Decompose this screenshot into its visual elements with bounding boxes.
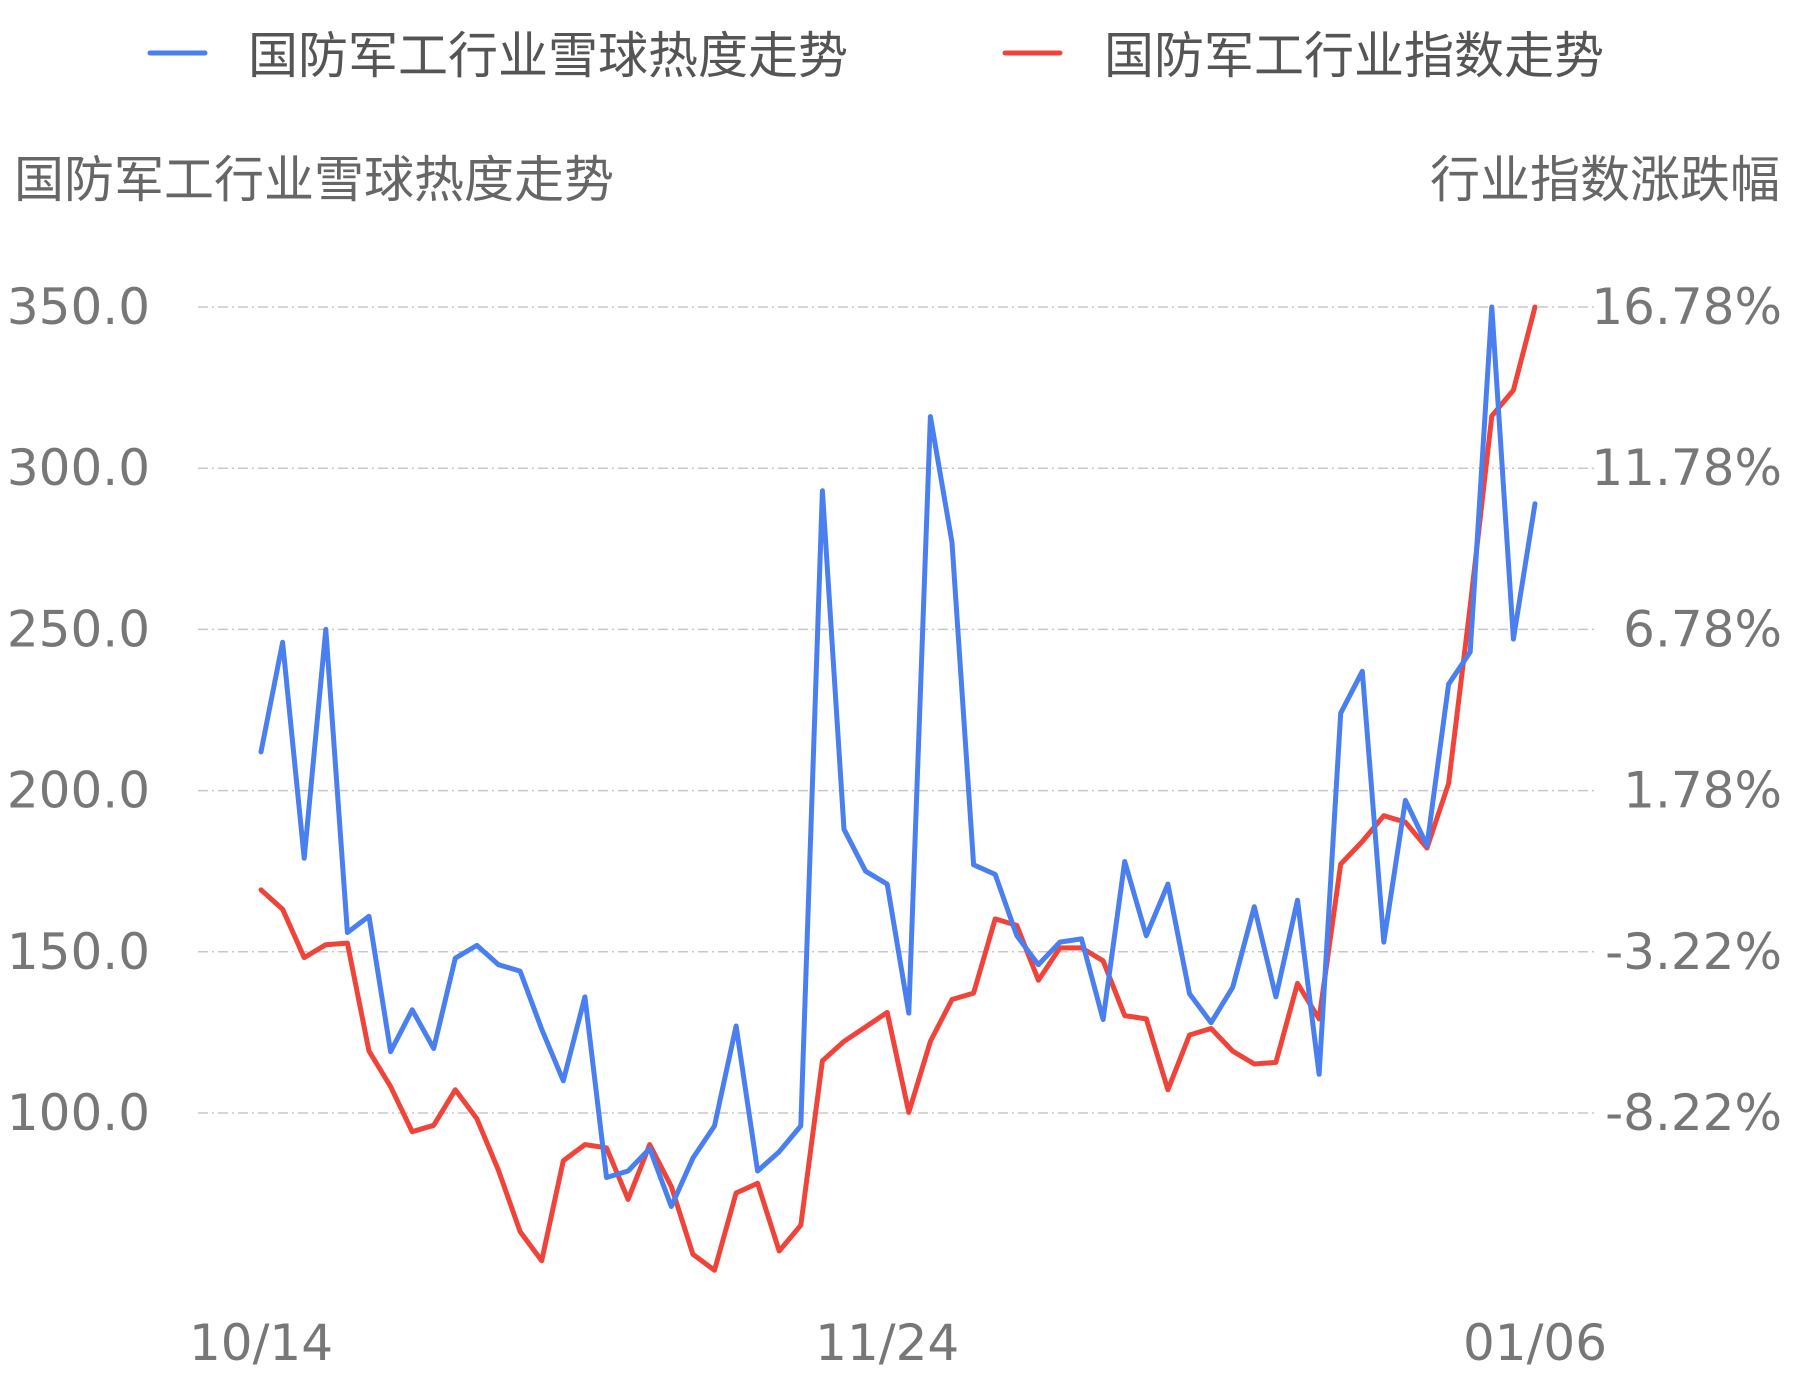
right-tick-label: 11.78% xyxy=(1591,439,1782,497)
legend: 国防军工行业雪球热度走势 国防军工行业指数走势 xyxy=(147,27,1604,85)
x-tick-label: 11/24 xyxy=(815,1314,959,1372)
right-axis-title: 行业指数涨跌幅 xyxy=(1430,151,1780,209)
right-tick-label: -3.22% xyxy=(1605,923,1782,981)
plot-series xyxy=(258,304,1538,1273)
x-tick-label: 10/14 xyxy=(189,1314,333,1372)
grid-lines xyxy=(198,306,1598,1114)
legend-item-heat[interactable]: 国防军工行业雪球热度走势 xyxy=(147,27,848,85)
series-line-heat xyxy=(258,304,1538,1209)
right-tick-label: 1.78% xyxy=(1623,762,1782,820)
left-axis-title: 国防军工行业雪球热度走势 xyxy=(14,151,614,209)
left-tick-label: 250.0 xyxy=(7,600,150,658)
right-tick-label: -8.22% xyxy=(1605,1084,1782,1142)
x-tick-label: 01/06 xyxy=(1463,1314,1607,1372)
x-axis-ticks: 10/14 11/24 01/06 xyxy=(189,1314,1607,1372)
legend-label-index: 国防军工行业指数走势 xyxy=(1104,27,1604,85)
series-line-index xyxy=(258,304,1538,1273)
left-tick-label: 200.0 xyxy=(7,762,150,820)
right-tick-label: 6.78% xyxy=(1623,600,1782,658)
left-tick-label: 300.0 xyxy=(7,439,150,497)
left-tick-label: 350.0 xyxy=(7,278,150,336)
legend-item-index[interactable]: 国防军工行业指数走势 xyxy=(1002,27,1604,85)
right-tick-label: 16.78% xyxy=(1591,278,1782,336)
left-tick-label: 150.0 xyxy=(7,923,150,981)
right-axis-ticks: 16.78% 11.78% 6.78% 1.78% -3.22% -8.22% xyxy=(1591,278,1782,1142)
left-axis-ticks: 350.0 300.0 250.0 200.0 150.0 100.0 xyxy=(7,278,150,1142)
left-tick-label: 100.0 xyxy=(7,1084,150,1142)
legend-label-heat: 国防军工行业雪球热度走势 xyxy=(248,27,848,85)
